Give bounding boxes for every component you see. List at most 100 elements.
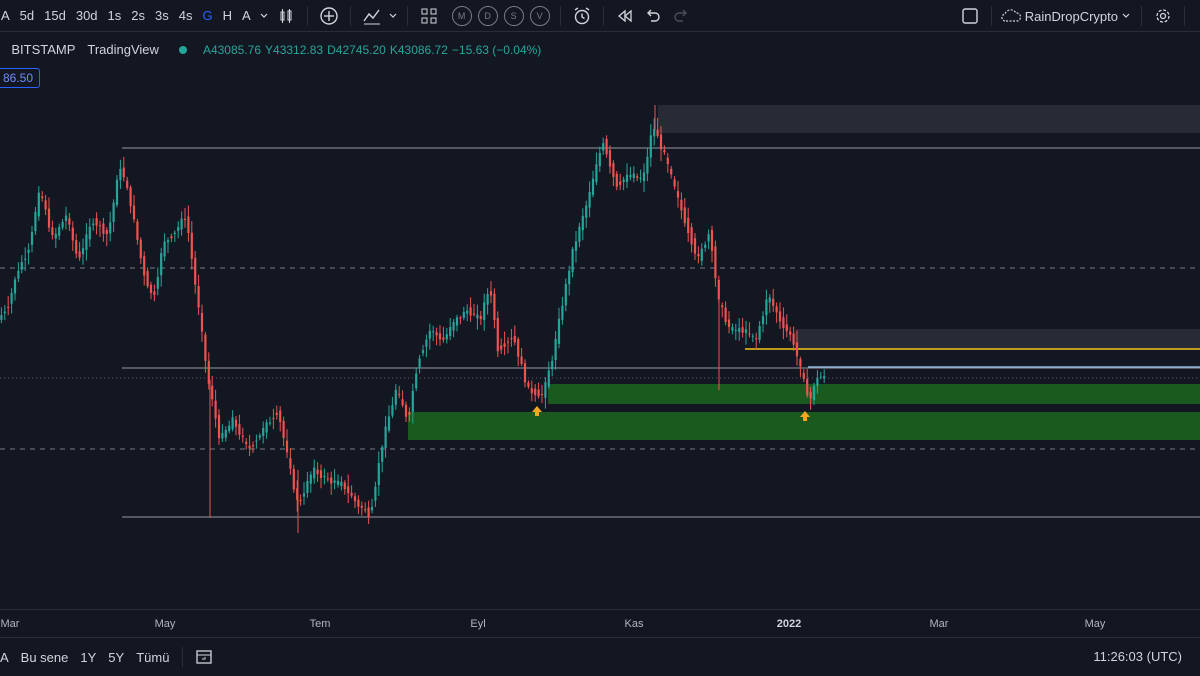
indicator-v-button[interactable]: V	[529, 5, 550, 26]
candle-body	[7, 306, 10, 308]
right-tools: RainDropCrypto	[956, 0, 1200, 32]
candle-body	[81, 248, 85, 255]
range-1[interactable]: Bu sene	[20, 649, 69, 665]
add-compare-icon[interactable]	[315, 2, 343, 30]
time-axis[interactable]: Mar May Tem Eyl Kas 2022 Mar May	[0, 609, 1200, 637]
candle-body	[581, 215, 584, 231]
candle-body	[816, 378, 819, 387]
candle-body	[564, 283, 567, 306]
candle-body	[758, 326, 761, 340]
candle-body	[143, 256, 146, 276]
price-chart[interactable]	[0, 34, 1200, 609]
candle-body	[214, 400, 217, 419]
candle-body	[663, 149, 666, 153]
candle-body	[483, 302, 486, 321]
candle-body	[75, 240, 78, 254]
timeframe-0[interactable]: A	[1, 8, 10, 23]
data-source: TradingView	[87, 42, 159, 57]
candle-body	[598, 153, 601, 167]
up-arrow-marker	[532, 406, 542, 416]
candle-body	[302, 493, 306, 497]
candle-body	[326, 478, 329, 480]
candle-body	[258, 435, 261, 438]
chevron-down-icon[interactable]	[386, 2, 400, 30]
chevron-down-icon[interactable]	[1118, 2, 1134, 30]
user-name[interactable]: RainDropCrypto	[1024, 8, 1118, 24]
candle-body	[47, 208, 51, 228]
timeframe-6[interactable]: 3s	[155, 8, 169, 23]
candle-body	[799, 359, 802, 367]
candle-body	[493, 293, 496, 321]
timeframe-7[interactable]: 4s	[178, 8, 193, 23]
range-4[interactable]: Tümü	[136, 649, 170, 665]
candle-body	[109, 222, 112, 234]
symbol-name[interactable]: BITSTAMP	[11, 42, 76, 57]
candle-body	[653, 128, 656, 137]
candle-body	[204, 334, 207, 361]
candle-body	[95, 218, 98, 226]
candle-body	[445, 334, 448, 340]
timeframe-9[interactable]: H	[222, 8, 232, 23]
utc-clock[interactable]: 11:26:03 (UTC)	[1093, 649, 1182, 664]
timeframe-1[interactable]: 5d	[19, 8, 35, 23]
candle-body	[381, 446, 384, 462]
candle-body	[646, 156, 649, 174]
toolbar-divider	[306, 5, 308, 26]
gear-icon[interactable]	[1149, 2, 1177, 30]
timeframe-2[interactable]: 15d	[44, 8, 66, 23]
candle-body	[350, 492, 353, 496]
candle-body	[687, 217, 690, 234]
alarm-clock-icon[interactable]	[568, 2, 596, 30]
cloud-icon[interactable]	[999, 2, 1023, 30]
redo-icon[interactable]	[667, 2, 695, 30]
candle-body	[3, 311, 6, 314]
date-range-icon[interactable]	[190, 643, 218, 671]
candle-body	[540, 393, 544, 395]
candle-body	[41, 196, 44, 199]
range-3[interactable]: 5Y	[108, 649, 125, 665]
indicator-m-button[interactable]: M	[451, 5, 472, 26]
candle-body	[177, 227, 180, 231]
candle-body	[544, 382, 547, 398]
range-0[interactable]: A	[0, 649, 9, 665]
candle-body	[806, 378, 809, 396]
candle-body	[173, 232, 176, 234]
timeframe-3[interactable]: 30d	[75, 8, 98, 23]
candle-body	[411, 390, 414, 412]
candle-body	[357, 499, 360, 507]
range-2[interactable]: 1Y	[80, 649, 97, 665]
replay-icon[interactable]	[611, 2, 639, 30]
indicator-s-button[interactable]: S	[503, 5, 524, 26]
candle-body	[139, 239, 142, 259]
candle-body	[102, 223, 105, 234]
indicator-d-button[interactable]: D	[477, 5, 498, 26]
candle-body	[340, 481, 343, 487]
candle-body	[238, 424, 241, 435]
candle-body	[557, 318, 561, 344]
layout-square-icon[interactable]	[956, 2, 984, 30]
candle-body	[364, 509, 367, 511]
candle-body	[404, 404, 408, 417]
undo-icon[interactable]	[639, 2, 667, 30]
candle-body	[231, 417, 234, 430]
chevron-down-icon[interactable]	[256, 2, 272, 30]
candle-body	[292, 468, 295, 490]
candle-body	[408, 411, 411, 415]
toolbar-divider	[1184, 6, 1185, 26]
candle-body	[605, 138, 608, 155]
timeframe-10[interactable]: A	[242, 8, 251, 23]
candle-body	[51, 227, 54, 236]
candle-body	[285, 440, 289, 453]
candles-icon[interactable]	[272, 2, 300, 30]
indicators-icon[interactable]	[358, 2, 386, 30]
candle-body	[228, 425, 231, 432]
candle-body	[34, 211, 37, 232]
timeframe-4[interactable]: 1s	[107, 8, 122, 23]
time-tick-label: Mar	[0, 618, 20, 630]
candle-body	[153, 291, 156, 296]
templates-grid-icon[interactable]	[415, 2, 443, 30]
candle-body	[452, 322, 455, 331]
timeframe-5[interactable]: 2s	[131, 8, 146, 23]
ohlc-close: K43086.72	[389, 42, 448, 57]
timeframe-8[interactable]: G	[202, 8, 213, 23]
